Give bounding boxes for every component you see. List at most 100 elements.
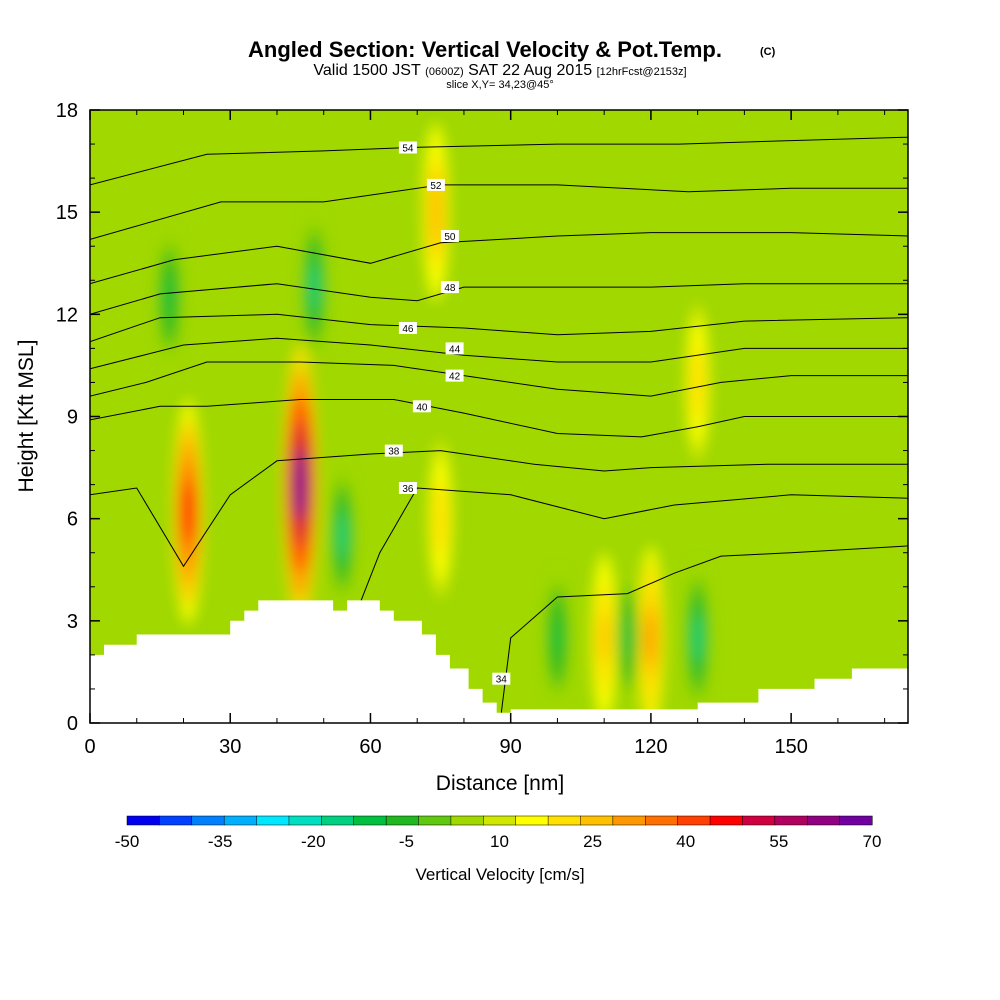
y-tick-label: 18 <box>56 100 78 122</box>
x-tick-label: 90 <box>500 736 522 758</box>
valid-line: Valid 1500 JST (0600Z) SAT 22 Aug 2015 [… <box>313 62 686 79</box>
isentrope-label: 42 <box>445 369 464 383</box>
chart-title: Angled Section: Vertical Velocity & Pot.… <box>248 37 722 62</box>
velocity-feature <box>622 616 634 660</box>
isentrope-label-text: 44 <box>449 344 461 355</box>
isentrope-label-text: 34 <box>496 675 508 686</box>
colorbar-swatch <box>450 815 484 826</box>
colorbar-swatch <box>806 815 841 826</box>
colorbar-swatch <box>612 815 646 826</box>
velocity-feature <box>430 186 442 239</box>
velocity-feature <box>336 513 348 558</box>
isentrope-label-bg <box>398 141 417 154</box>
colorbar-tick-label: 55 <box>769 832 788 851</box>
isentrope-label-text: 36 <box>402 484 414 495</box>
velocity-feature <box>691 358 704 407</box>
colorbar-swatch <box>774 815 808 826</box>
colorbar-swatch <box>580 815 614 826</box>
velocity-feature <box>308 264 320 311</box>
colorbar-swatch <box>353 815 387 826</box>
colorbar-swatch <box>385 815 420 826</box>
velocity-feature <box>692 614 704 661</box>
x-tick-label: 0 <box>84 736 95 758</box>
isentrope-label-bg <box>440 281 459 294</box>
isentrope-label: 40 <box>412 400 431 413</box>
colorbar-swatch <box>321 815 355 826</box>
terrain <box>90 600 908 723</box>
colorbar-tick-label: 40 <box>676 832 695 851</box>
y-tick-label: 12 <box>56 304 78 326</box>
x-axis: 0 30 60 90 120 150 <box>84 110 886 758</box>
isentrope-labels: 34 36 38 40 42 44 46 48 50 52 54 <box>384 141 511 686</box>
isentrope-label: 44 <box>445 342 464 355</box>
isentrope-label-text: 40 <box>416 402 428 413</box>
isentrope-line <box>90 361 908 397</box>
colorbar-tick-label: 25 <box>583 832 602 851</box>
isentrope-line <box>360 487 908 601</box>
isentrope-label-bg <box>426 178 445 191</box>
isentrope-label-text: 42 <box>449 372 461 383</box>
isentrope-label-text: 48 <box>444 283 456 294</box>
velocity-feature <box>551 616 563 660</box>
y-tick-label: 9 <box>67 407 78 429</box>
colorbar-swatch <box>288 815 322 826</box>
isentrope-line <box>90 232 908 285</box>
colorbar-swatch <box>483 815 517 826</box>
colorbar-tick-label: 10 <box>490 832 509 851</box>
y-tick-label: 6 <box>67 509 78 531</box>
y-axis-label: Height [Kft MSL] <box>15 340 38 493</box>
isentrope-label-bg <box>398 322 417 334</box>
velocity-field <box>158 122 711 723</box>
isentrope-line <box>90 313 908 343</box>
isentrope-label: 38 <box>384 444 403 458</box>
isentrope-label: 36 <box>398 482 417 495</box>
isentrope-label: 46 <box>398 322 417 335</box>
isentrope-label: 54 <box>398 141 417 155</box>
isentrope-label-text: 54 <box>402 144 414 155</box>
isentrope-label-text: 46 <box>402 324 414 335</box>
x-tick-label: 30 <box>219 736 241 758</box>
colorbar-swatch <box>418 815 452 826</box>
velocity-feature <box>181 481 195 543</box>
x-axis-label: Distance [nm] <box>436 772 564 795</box>
isentrope-label-text: 50 <box>444 232 456 243</box>
velocity-feature <box>598 612 610 663</box>
isentrope-line <box>90 136 908 186</box>
colorbar-swatch <box>677 815 711 826</box>
velocity-feature <box>163 275 175 319</box>
colorbar-tick-label: -20 <box>301 832 326 851</box>
velocity-feature <box>293 448 308 521</box>
colorbar-tick-label: 70 <box>863 832 882 851</box>
y-tick-label: 0 <box>67 713 78 735</box>
y-tick-label: 3 <box>67 611 78 633</box>
isentrope-line <box>90 184 908 240</box>
chart-title-unit: (C) <box>760 46 776 58</box>
colorbar-swatch <box>256 815 290 826</box>
isentropes <box>90 136 908 713</box>
isentrope-line <box>90 450 908 568</box>
colorbar-swatch <box>191 815 225 826</box>
isentrope-label-bg <box>398 482 417 494</box>
colorbar: -50 -35 -20 -5 10 25 40 55 70 <box>115 815 882 851</box>
colorbar-swatch <box>159 815 193 826</box>
isentrope-line <box>90 399 908 438</box>
isentrope-label-bg <box>492 672 511 685</box>
isentrope-line <box>500 545 908 713</box>
slice-info: slice X,Y= 34,23@45° <box>446 79 554 91</box>
y-tick-label: 15 <box>56 202 78 224</box>
isentrope-label-bg <box>445 369 464 382</box>
isentrope-label: 52 <box>426 178 445 192</box>
isentrope-label: 34 <box>492 672 511 686</box>
colorbar-swatch <box>742 815 776 826</box>
isentrope-label-bg <box>412 400 431 413</box>
colorbar-label: Vertical Velocity [cm/s] <box>415 865 584 884</box>
colorbar-swatch <box>223 815 258 826</box>
isentrope-label-text: 52 <box>430 181 442 192</box>
colorbar-tick-label: -35 <box>208 832 233 851</box>
x-tick-label: 150 <box>774 736 807 758</box>
plot-area: 34 36 38 40 42 44 46 48 50 52 54 <box>90 110 908 723</box>
velocity-feature <box>644 611 657 665</box>
isentrope-label-bg <box>384 444 403 457</box>
